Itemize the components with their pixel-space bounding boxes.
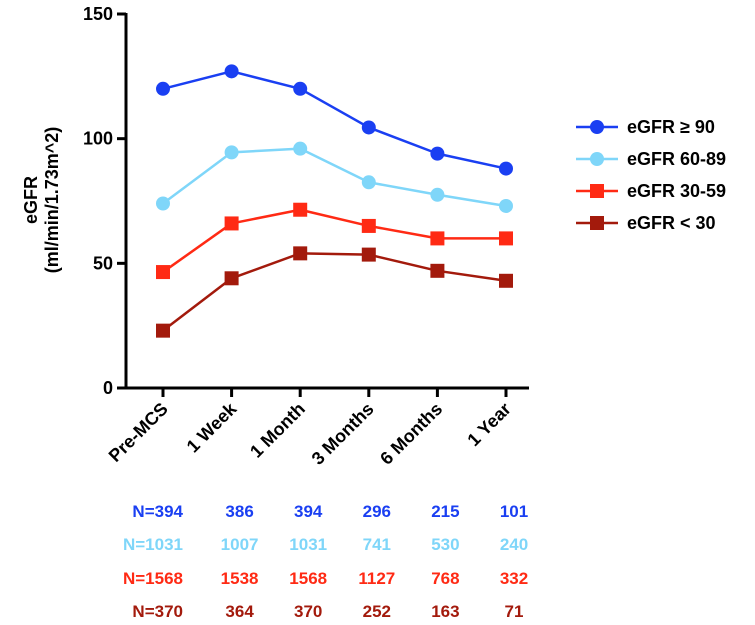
y-tick-label: 100 [83,129,113,149]
legend-marker [590,120,604,134]
data-point [156,196,170,211]
n-value: 332 [500,569,528,588]
y-axis-label: eGFR [21,176,41,224]
x-tick-label: 1 Year [463,399,514,450]
sample-size-table: N=394 386 394 296 215 101 N=1031 1007 1031 741 530… [123,502,528,621]
n-value: 1538 [221,569,259,588]
n-value: 296 [363,502,391,521]
y-axis-unit-label: (ml/min/1.73m^2) [42,127,62,274]
data-point [156,265,170,280]
n-row-3: N=1568 1538 1568 1127 768 332 [123,569,528,588]
data-point [430,263,445,278]
legend: eGFR ≥ 90 eGFR 60-89 eGFR 30-59 eGFR < 30 [576,117,726,233]
data-point [499,273,513,288]
data-point [361,175,376,190]
n-value: 386 [225,502,253,521]
x-tick-label: 1 Week [183,398,241,456]
n-value: 394 [294,502,323,521]
n-value: 163 [431,602,459,621]
y-axis-ticks: 0 50 100 150 [83,4,126,398]
data-point [499,161,513,176]
y-tick-label: 150 [83,4,113,24]
series-4 [156,246,513,338]
legend-marker [590,184,604,198]
n-value: N=394 [132,502,183,521]
data-point [430,187,445,202]
legend-marker [590,152,604,166]
n-value: N=1568 [123,569,183,588]
data-point [430,146,445,161]
data-point [224,64,239,79]
n-value: 1568 [289,569,327,588]
n-value: 240 [500,535,528,554]
legend-entry: eGFR ≥ 90 [576,117,715,137]
data-point [361,218,376,233]
legend-entry: eGFR < 30 [576,213,716,233]
data-point [361,247,376,262]
series-2 [156,141,513,213]
series-1 [156,64,513,176]
y-tick-label: 50 [93,253,113,273]
data-point [499,231,513,246]
data-point [430,231,445,246]
n-row-1: N=394 386 394 296 215 101 [132,502,528,521]
axes [124,13,529,390]
n-value: 71 [505,602,524,621]
n-value: 1007 [221,535,259,554]
series-layer [156,64,513,338]
data-point [224,271,239,286]
n-value: 364 [225,602,254,621]
data-point [361,120,376,135]
series-line [162,70,507,170]
legend-label: eGFR < 30 [627,213,716,233]
legend-label: eGFR 60-89 [627,149,726,169]
n-value: 1031 [289,535,327,554]
series-line [162,252,507,332]
n-value: N=370 [132,602,183,621]
n-value: 530 [431,535,459,554]
data-point [293,141,308,156]
data-point [499,198,513,213]
n-value: 1127 [358,569,395,588]
n-value: 370 [294,602,322,621]
data-point [293,246,308,261]
n-row-2: N=1031 1007 1031 741 530 240 [123,535,528,554]
n-value: 741 [363,535,391,554]
legend-label: eGFR 30-59 [627,181,726,201]
series-line [162,208,506,274]
data-point [156,323,170,338]
legend-entry: eGFR 60-89 [576,149,726,169]
x-tick-label: 6 Months [376,399,446,469]
legend-marker [590,216,604,230]
n-value: 101 [500,502,528,521]
n-value: 252 [363,602,391,621]
data-point [224,145,239,160]
n-value: N=1031 [123,535,183,554]
y-axis-title: eGFR (ml/min/1.73m^2) [21,127,62,274]
n-value: 768 [431,569,459,588]
legend-entry: eGFR 30-59 [576,181,726,201]
data-point [293,81,308,96]
n-value: 215 [431,502,459,521]
legend-label: eGFR ≥ 90 [627,117,715,137]
data-point [156,81,170,96]
series-line [162,147,507,208]
x-tick-label: 3 Months [308,399,378,469]
series-3 [156,202,513,280]
x-tick-label: Pre-MCS [105,399,172,466]
y-tick-label: 0 [103,378,113,398]
n-row-4: N=370 364 370 252 163 71 [132,602,523,621]
x-tick-label: 1 Month [246,399,309,462]
data-point [224,216,239,231]
data-point [293,202,308,217]
